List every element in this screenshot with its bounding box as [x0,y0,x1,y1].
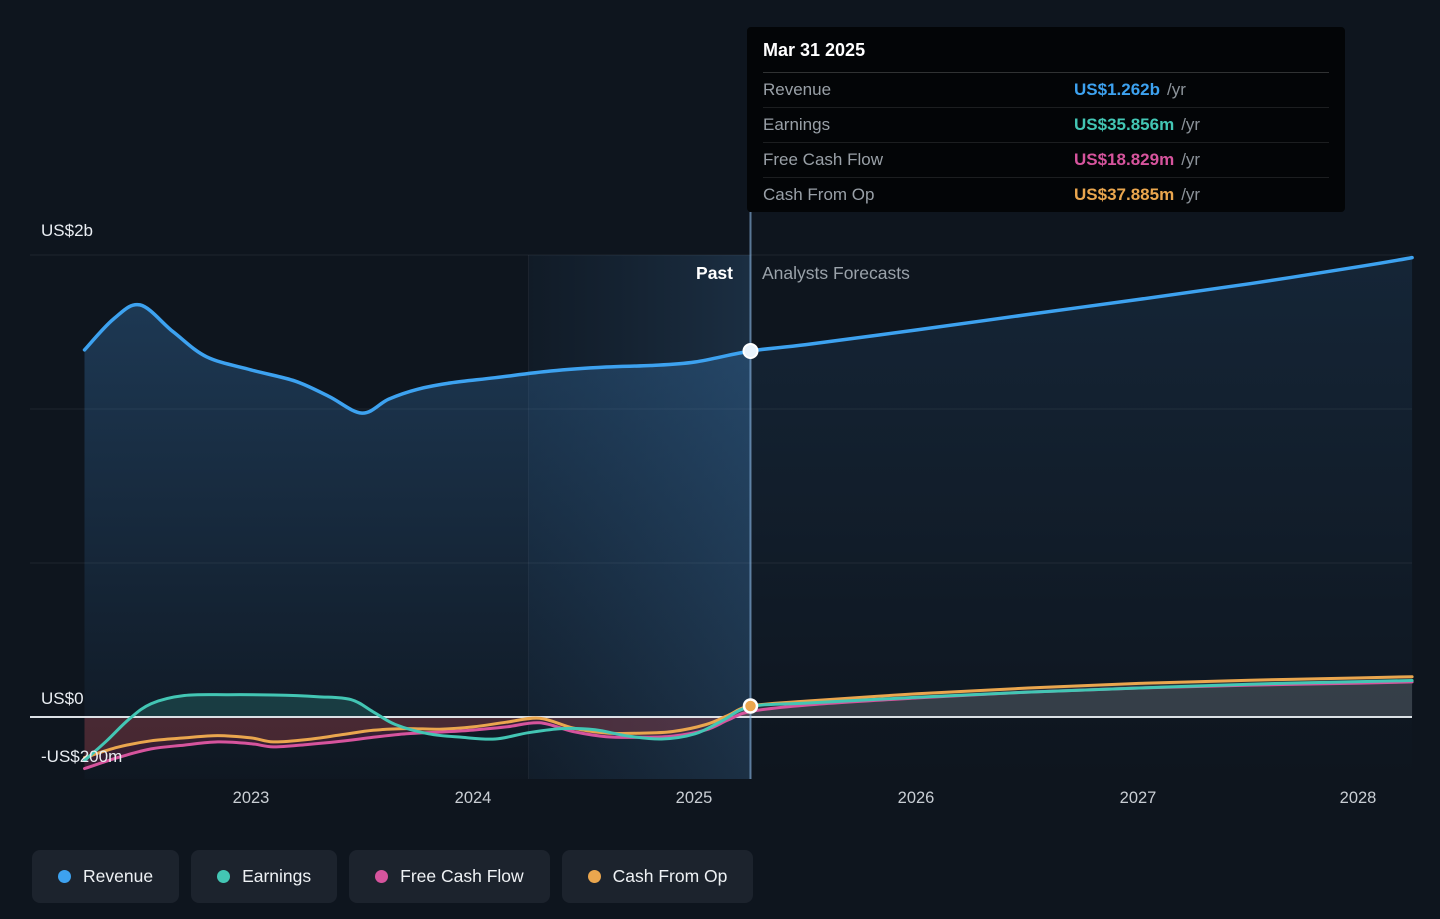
y-axis-label-zero: US$0 [41,689,84,708]
tooltip-unit: /yr [1181,185,1201,204]
cashop-area-past [84,706,751,758]
tooltip-value: US$35.856m [1074,115,1175,134]
tooltip-label: Free Cash Flow [763,150,883,169]
cash-from-op-today-dot [742,698,759,714]
tooltip-label: Revenue [763,80,832,99]
legend-label: Earnings [242,866,312,886]
tooltip-value: US$37.885m [1074,185,1175,204]
chart-tooltip: Mar 31 2025 Revenue US$1.262b /yr Earnin… [747,27,1345,212]
tooltip-date: Mar 31 2025 [763,27,1329,73]
revenue-line [82,255,1414,415]
tooltip-row-revenue: Revenue US$1.262b /yr [763,73,1329,108]
legend-label: Cash From Op [612,866,728,886]
tooltip-row-cash-from-op: Cash From Op US$37.885m /yr [763,178,1329,212]
x-tick-2023: 2023 [232,789,270,807]
revenue-area-past [84,304,751,779]
tooltip-row-earnings: Earnings US$35.856m /yr [763,108,1329,143]
y-axis-label-neg200m: -US$200m [41,747,123,766]
x-tick-2028: 2028 [1339,789,1377,807]
legend-dot-revenue [58,870,71,883]
tooltip-value: US$1.262b [1074,80,1160,99]
revenue-today-dot [742,343,759,359]
fcf-area-forecast [750,681,1413,717]
past-label: Past [696,263,733,283]
earnings-line [83,679,1414,762]
revenue-area-forecast [750,257,1413,780]
y-axis-label-2b: US$2b [41,221,93,240]
legend-label: Free Cash Flow [400,866,524,886]
legend-dot-cash-from-op [587,870,601,883]
tooltip-label: Cash From Op [763,185,875,204]
legend-dot-free-cash-flow [375,870,389,883]
cashop-area-forecast [750,676,1413,717]
chart-legend: Revenue Earnings Free Cash Flow Cash Fro… [32,850,754,903]
tooltip-value: US$18.829m [1074,150,1175,169]
cash-from-op-line [83,675,1414,760]
x-tick-2024: 2024 [454,789,492,807]
fcf-area-past [84,711,751,769]
legend-dot-earnings [217,870,231,883]
earnings-area-past [84,694,751,717]
tooltip-label: Earnings [763,115,831,134]
legend-label: Revenue [83,866,154,886]
tooltip-row-free-cash-flow: Free Cash Flow US$18.829m /yr [763,143,1329,178]
x-tick-2025: 2025 [675,789,713,807]
analysts-forecasts-label: Analysts Forecasts [762,263,910,283]
x-tick-2027: 2027 [1119,789,1157,807]
legend-item-free-cash-flow[interactable]: Free Cash Flow [349,850,550,903]
legend-item-earnings[interactable]: Earnings [191,850,338,903]
tooltip-unit: /yr [1181,115,1201,134]
x-tick-2026: 2026 [897,789,935,807]
tooltip-unit: /yr [1167,80,1186,99]
legend-item-cash-from-op[interactable]: Cash From Op [561,850,754,903]
tooltip-unit: /yr [1181,150,1201,169]
legend-item-revenue[interactable]: Revenue [32,850,180,903]
